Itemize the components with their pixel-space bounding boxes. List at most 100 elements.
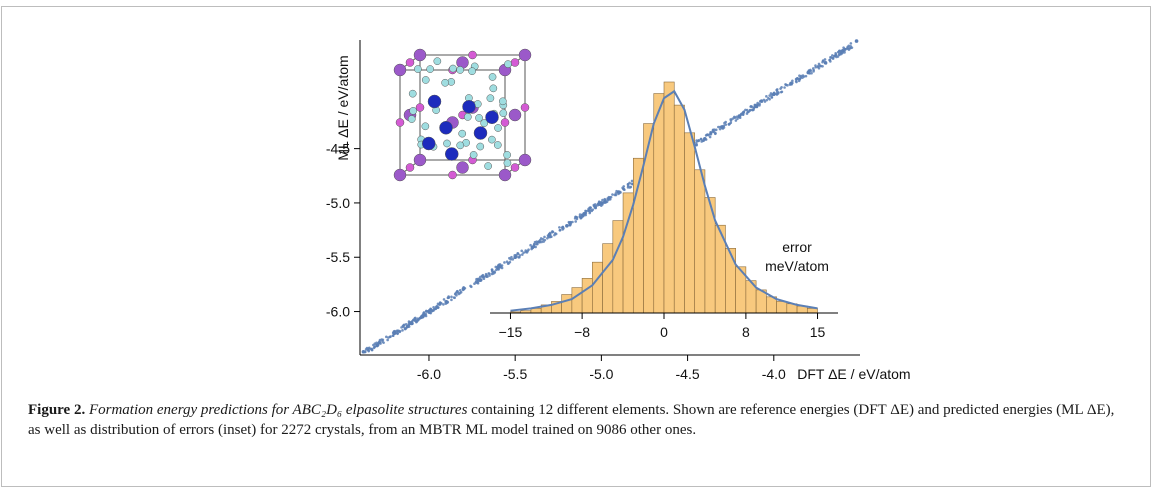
atom bbox=[405, 163, 415, 172]
main-x-tick-label: -5.5 bbox=[503, 366, 527, 382]
main-x-tick-label: -4.0 bbox=[762, 366, 786, 382]
atom bbox=[503, 151, 511, 159]
histogram-bar bbox=[571, 287, 583, 314]
atom bbox=[395, 118, 405, 127]
atom bbox=[488, 73, 497, 81]
atom bbox=[456, 141, 465, 150]
atom bbox=[504, 60, 512, 68]
atom bbox=[499, 109, 508, 118]
atom bbox=[405, 58, 415, 67]
main-y-tick-label: -5.5 bbox=[326, 249, 350, 265]
atom bbox=[426, 65, 434, 73]
histogram-bar bbox=[684, 132, 696, 314]
atom bbox=[449, 64, 457, 73]
atom bbox=[409, 107, 418, 115]
histogram-bar bbox=[643, 123, 655, 314]
atom bbox=[485, 110, 499, 124]
atom bbox=[476, 142, 485, 151]
histogram-bar bbox=[725, 248, 736, 314]
atom bbox=[456, 66, 464, 74]
main-x-tick-label: -5.0 bbox=[589, 366, 613, 382]
atom bbox=[489, 84, 498, 93]
histogram-bar bbox=[653, 93, 665, 314]
error-histogram-inset: −15 −8 0 8 15 error meV/atom bbox=[490, 81, 838, 340]
atom bbox=[439, 121, 453, 135]
atom bbox=[422, 136, 436, 151]
histogram-x-tick-label: −8 bbox=[574, 324, 590, 340]
histogram-x-tick-label: 15 bbox=[810, 324, 826, 340]
atom bbox=[498, 97, 507, 106]
figure-frame bbox=[1, 6, 1151, 487]
histogram-axis-label-line1: error bbox=[782, 239, 812, 255]
histogram-bar bbox=[776, 301, 788, 314]
atom bbox=[393, 168, 407, 182]
atom bbox=[518, 48, 532, 62]
atom bbox=[494, 124, 502, 132]
atom bbox=[458, 129, 467, 138]
histogram-bars bbox=[510, 81, 818, 314]
atom bbox=[463, 113, 472, 121]
main-y-ticks: -6.0 -5.5 -5.0 -4.5 bbox=[326, 141, 360, 320]
atom bbox=[433, 57, 442, 66]
atom bbox=[408, 89, 417, 98]
main-x-tick-label: -6.0 bbox=[417, 366, 441, 382]
histogram-fit-curve bbox=[510, 89, 818, 312]
main-y-tick-label: -6.0 bbox=[326, 304, 350, 320]
atom bbox=[448, 170, 457, 180]
atom bbox=[469, 151, 478, 159]
histogram-bar bbox=[592, 261, 603, 314]
atom bbox=[488, 135, 496, 144]
histogram-axis-label-line2: meV/atom bbox=[765, 258, 829, 274]
histogram-bar bbox=[663, 81, 675, 314]
histogram-bar bbox=[673, 104, 685, 314]
histogram-bar bbox=[602, 243, 614, 314]
atom bbox=[468, 67, 476, 76]
atom bbox=[520, 103, 530, 112]
atom bbox=[456, 161, 469, 174]
atom bbox=[473, 126, 488, 140]
main-x-axis-label: DFT ΔE / eV/atom bbox=[797, 366, 910, 382]
main-y-axis-label: ML ΔE / eV/atom bbox=[335, 55, 351, 160]
atom bbox=[427, 94, 442, 109]
atom bbox=[445, 147, 459, 161]
caption-label: Figure 2. bbox=[28, 402, 86, 418]
histogram-bar bbox=[561, 294, 573, 314]
figure-caption: Figure 2. Formation energy predictions f… bbox=[28, 400, 1128, 440]
atom bbox=[413, 48, 427, 62]
atom bbox=[413, 153, 427, 167]
atom bbox=[421, 76, 430, 84]
atom bbox=[475, 114, 483, 122]
atom bbox=[510, 58, 520, 67]
main-x-ticks: -6.0 -5.5 -5.0 -4.5 -4.0 bbox=[417, 355, 786, 382]
atom bbox=[493, 141, 502, 149]
atom bbox=[510, 163, 520, 172]
main-y-tick-label: -4.5 bbox=[326, 141, 350, 157]
caption-italic-title: Formation energy predictions for ABC₂D₆ … bbox=[88, 402, 468, 418]
histogram-x-tick-label: 0 bbox=[660, 324, 668, 340]
scatter-point bbox=[854, 39, 859, 43]
atom bbox=[508, 108, 522, 122]
crystal-structure-illustration bbox=[393, 48, 532, 182]
main-x-tick-label: -4.5 bbox=[676, 366, 700, 382]
atom bbox=[486, 94, 495, 103]
atom bbox=[415, 103, 425, 112]
atom bbox=[518, 153, 532, 167]
atom bbox=[393, 63, 407, 77]
atom bbox=[503, 159, 512, 167]
atom bbox=[421, 122, 430, 131]
atom bbox=[498, 168, 512, 182]
histogram-x-tick-label: −15 bbox=[499, 324, 523, 340]
caption-body: containing 12 different elements. Shown … bbox=[28, 402, 1115, 438]
histogram-x-tick-label: 8 bbox=[742, 324, 750, 340]
atom bbox=[441, 78, 449, 87]
histogram-x-ticks: −15 −8 0 8 15 bbox=[499, 313, 826, 340]
histogram-bar bbox=[612, 220, 624, 314]
atom bbox=[480, 119, 489, 127]
atom bbox=[443, 139, 451, 148]
histogram-bar bbox=[694, 169, 706, 314]
atom bbox=[468, 50, 477, 60]
atom bbox=[500, 118, 510, 127]
atom bbox=[484, 162, 492, 170]
atom bbox=[407, 115, 416, 123]
